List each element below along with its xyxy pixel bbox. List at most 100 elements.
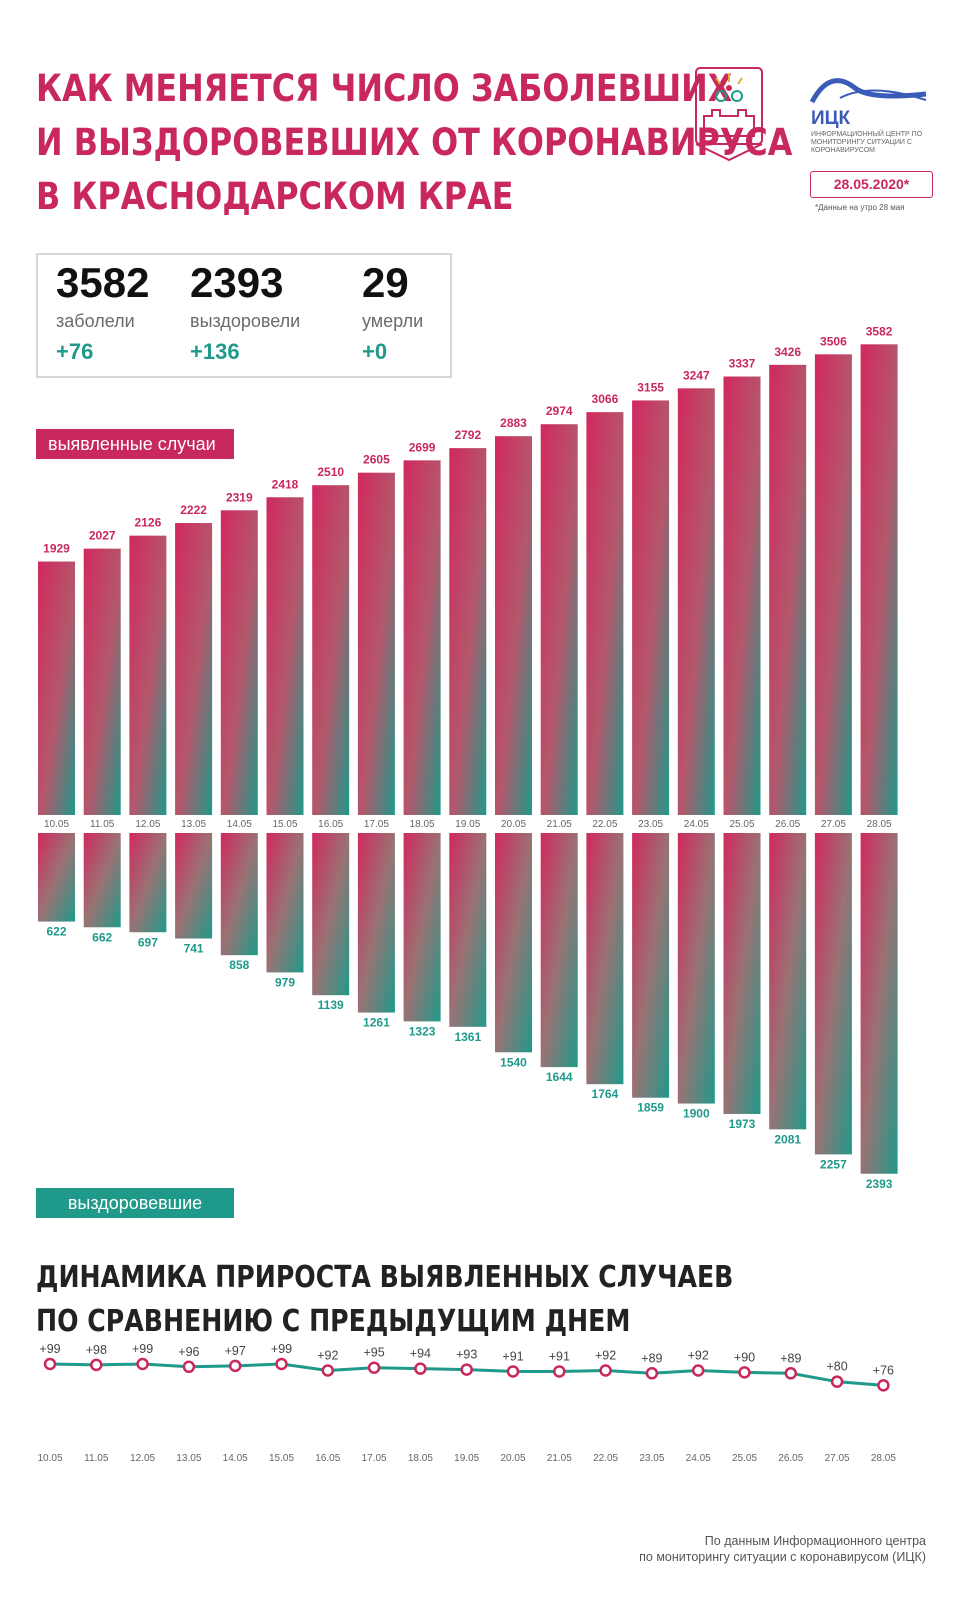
growth-point xyxy=(506,1365,520,1378)
date-tick-label: 14.05 xyxy=(223,1453,248,1464)
cases-value-label: 2792 xyxy=(454,428,481,442)
stat-label: умерли xyxy=(362,311,424,331)
date-tick-label: 12.05 xyxy=(130,1453,155,1464)
cases-series-label: выявленные случаи xyxy=(36,429,234,459)
cases-bar xyxy=(540,424,578,815)
bar-chart: 1929 10.05 622 2027 11.05 662 2126 12.05 697 2222… xyxy=(38,324,898,1191)
growth-point xyxy=(321,1364,335,1377)
recovered-bar xyxy=(220,833,258,956)
date-tick-label: 22.05 xyxy=(592,819,617,830)
growth-value-label: +97 xyxy=(225,1344,246,1358)
recovered-series-label: выздоровевшие xyxy=(36,1188,234,1218)
logo-name: ИЦК xyxy=(811,108,851,129)
recovered-bar xyxy=(357,833,395,1013)
recovered-value-label: 2393 xyxy=(866,1177,893,1191)
recovered-bar xyxy=(175,833,213,939)
growth-point xyxy=(414,1362,427,1375)
recovered-bar xyxy=(540,833,578,1068)
recovered-value-label: 662 xyxy=(92,930,112,944)
growth-value-label: +92 xyxy=(317,1349,338,1363)
growth-point xyxy=(830,1375,844,1388)
recovered-value-label: 697 xyxy=(138,935,158,949)
cases-bar xyxy=(769,364,807,815)
growth-point xyxy=(43,1357,57,1371)
date-tick-label: 10.05 xyxy=(44,819,69,830)
stat-delta: +136 xyxy=(190,339,240,364)
recovered-value-label: 1764 xyxy=(592,1087,619,1101)
growth-value-label: +89 xyxy=(641,1351,662,1365)
cases-value-label: 2418 xyxy=(272,477,299,491)
date-badge: 28.05.2020* xyxy=(810,171,933,198)
recovered-value-label: 858 xyxy=(229,958,249,972)
recovered-bar xyxy=(723,833,761,1114)
growth-point xyxy=(784,1367,798,1380)
stats-box: 3582 заболели +76 2393 выздоровели +136 … xyxy=(36,253,452,378)
growth-point xyxy=(553,1365,566,1378)
growth-value-label: +91 xyxy=(502,1349,523,1363)
date-note: *Данные на утро 28 мая xyxy=(815,203,905,212)
cases-value-label: 3247 xyxy=(683,368,710,382)
cases-value-label: 2605 xyxy=(363,453,390,467)
growth-point xyxy=(645,1367,659,1380)
growth-value-label: +92 xyxy=(595,1349,616,1363)
recovered-bar xyxy=(312,833,350,996)
recovered-value-label: 622 xyxy=(46,925,66,939)
growth-value-label: +99 xyxy=(39,1342,60,1356)
recovered-value-label: 1900 xyxy=(683,1107,710,1121)
stat-delta: +76 xyxy=(56,339,94,364)
cases-value-label: 2222 xyxy=(180,503,207,517)
cases-value-label: 2974 xyxy=(546,404,573,418)
date-tick-label: 13.05 xyxy=(181,819,206,830)
date-tick-label: 17.05 xyxy=(364,819,389,830)
recovered-value-label: 1139 xyxy=(318,998,344,1012)
date-tick-label: 27.05 xyxy=(821,819,846,830)
cases-value-label: 3426 xyxy=(774,345,801,359)
growth-point xyxy=(275,1357,288,1371)
cases-bar xyxy=(860,344,898,815)
cases-bar xyxy=(312,485,350,815)
cases-bar xyxy=(175,523,213,815)
recovered-bar xyxy=(769,833,807,1130)
growth-value-label: +90 xyxy=(734,1350,755,1364)
date-tick-label: 19.05 xyxy=(454,1453,479,1464)
cases-bar xyxy=(586,412,624,815)
growth-chart-title: ДИНАМИКА ПРИРОСТА ВЫЯВЛЕННЫХ СЛУЧАЕВ ПО … xyxy=(36,1256,733,1344)
cases-value-label: 3066 xyxy=(592,392,619,406)
cases-bar xyxy=(220,510,258,815)
krasnodar-emblem-icon xyxy=(695,67,763,162)
cases-bar xyxy=(129,535,167,815)
cases-value-label: 3337 xyxy=(729,357,756,371)
cases-bar xyxy=(38,561,75,815)
growth-point xyxy=(691,1364,705,1377)
stat-value: 29 xyxy=(362,259,409,306)
growth-value-label: +93 xyxy=(456,1348,477,1362)
date-tick-label: 14.05 xyxy=(227,819,252,830)
cases-value-label: 1929 xyxy=(43,542,70,556)
growth-point xyxy=(367,1361,381,1374)
cases-bar xyxy=(495,436,532,815)
recovered-value-label: 1644 xyxy=(546,1070,573,1084)
date-tick-label: 16.05 xyxy=(315,1453,340,1464)
cases-value-label: 2319 xyxy=(226,490,253,504)
recovered-bar xyxy=(814,833,852,1155)
cases-bar xyxy=(266,497,304,815)
growth-value-label: +95 xyxy=(363,1346,384,1360)
date-tick-label: 26.05 xyxy=(775,819,800,830)
date-tick-label: 10.05 xyxy=(37,1453,62,1464)
growth-value-label: +89 xyxy=(780,1351,801,1365)
recovered-value-label: 1323 xyxy=(409,1024,436,1038)
cases-bar xyxy=(357,472,395,815)
recovered-bar xyxy=(403,833,441,1022)
date-tick-label: 21.05 xyxy=(547,1453,572,1464)
recovered-bar xyxy=(129,833,167,933)
title-line: В КРАСНОДАРСКОМ КРАЕ xyxy=(36,175,514,218)
date-tick-label: 19.05 xyxy=(455,819,480,830)
date-tick-label: 27.05 xyxy=(825,1453,850,1464)
cases-value-label: 2126 xyxy=(135,516,162,530)
recovered-value-label: 1261 xyxy=(363,1016,390,1030)
stat-label: заболели xyxy=(56,311,135,331)
stat-value: 2393 xyxy=(190,259,284,306)
cases-value-label: 2883 xyxy=(500,416,527,430)
growth-value-label: +76 xyxy=(873,1363,894,1377)
growth-point xyxy=(90,1358,103,1372)
